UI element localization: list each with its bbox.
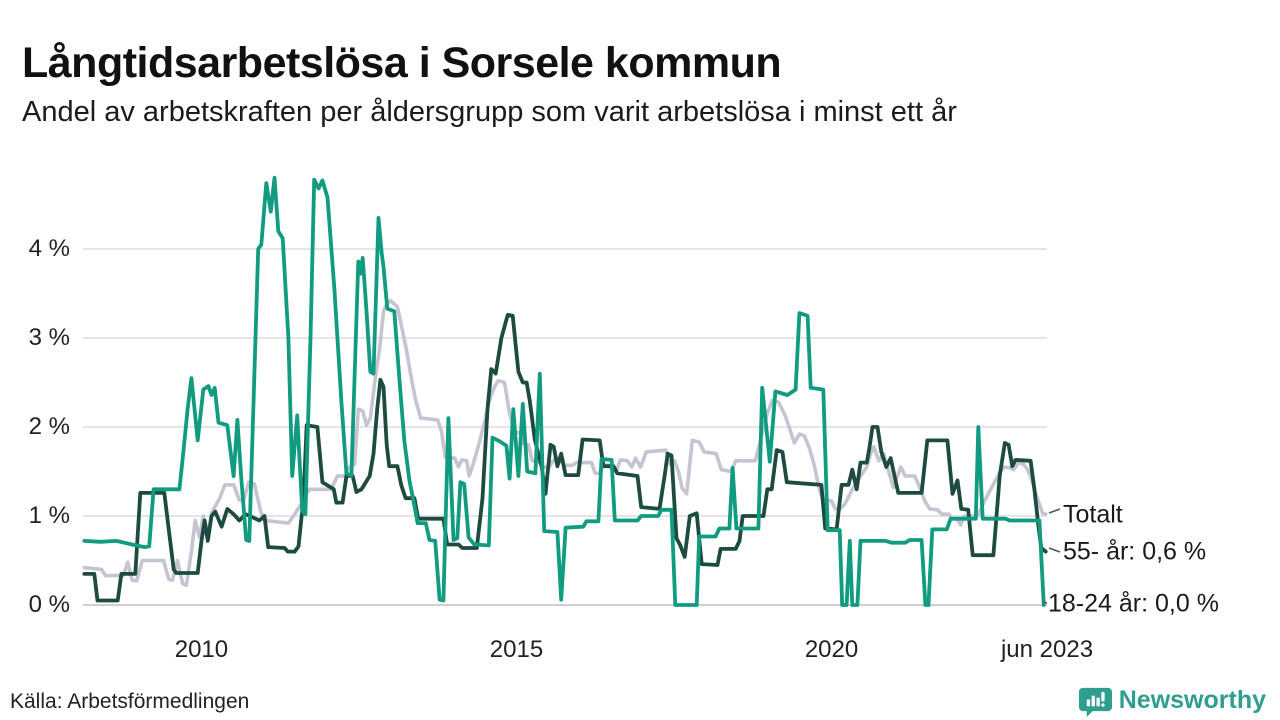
y-axis-tick-label: 0 % bbox=[28, 591, 70, 618]
end-label-leader bbox=[1048, 547, 1061, 553]
newsworthy-logo: Newsworthy bbox=[1078, 684, 1266, 717]
x-axis-tick-label: 2020 bbox=[804, 636, 859, 663]
page-title: Långtidsarbetslösa i Sorsele kommun bbox=[22, 38, 782, 87]
y-axis-tick-label: 4 % bbox=[28, 235, 70, 262]
source-note: Källa: Arbetsförmedlingen bbox=[10, 690, 250, 713]
page-subtitle: Andel av arbetskraften per åldersgrupp s… bbox=[22, 96, 957, 128]
newsworthy-chart-bubble-icon bbox=[1078, 684, 1112, 717]
series-end-label-18-24: 18-24 år: 0,0 % bbox=[1048, 589, 1219, 618]
series-end-label-totalt: Totalt bbox=[1063, 500, 1123, 529]
line-totalt bbox=[82, 298, 1048, 588]
y-axis-tick-label: 1 % bbox=[28, 502, 70, 529]
x-axis-tick-label: jun 2023 bbox=[1000, 636, 1094, 663]
y-axis-tick-label: 3 % bbox=[28, 324, 70, 351]
x-axis-tick-label: 2015 bbox=[489, 636, 544, 663]
y-axis-tick-label: 2 % bbox=[28, 413, 70, 440]
end-label-leader bbox=[1048, 508, 1061, 514]
line-18-24-r bbox=[82, 175, 1046, 607]
newsworthy-wordmark: Newsworthy bbox=[1118, 686, 1266, 714]
end-label-leader bbox=[1042, 601, 1048, 604]
series-end-label-55plus: 55- år: 0,6 % bbox=[1063, 537, 1207, 566]
x-axis-tick-label: 2010 bbox=[174, 636, 229, 663]
